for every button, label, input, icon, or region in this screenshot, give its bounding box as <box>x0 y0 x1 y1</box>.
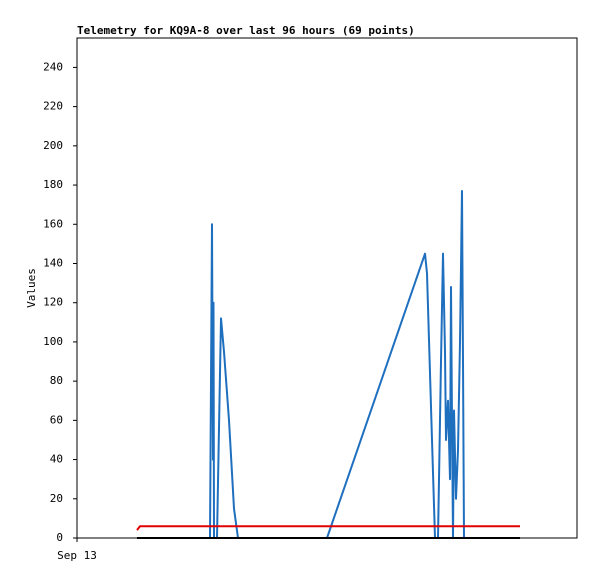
chart-title: Telemetry for KQ9A-8 over last 96 hours … <box>77 24 415 37</box>
y-tick-label: 80 <box>50 374 63 387</box>
y-tick-label: 160 <box>43 217 63 230</box>
series-line <box>136 525 520 531</box>
x-tick-label: Sep 13 <box>57 549 97 562</box>
y-tick-label: 20 <box>50 492 63 505</box>
y-tick-label: 0 <box>56 531 63 544</box>
series-line <box>209 189 465 539</box>
plot-frame <box>76 37 578 539</box>
y-tick-label: 140 <box>43 256 63 269</box>
y-tick-label: 240 <box>43 60 63 73</box>
y-tick-label: 60 <box>50 413 63 426</box>
y-tick-label: 120 <box>43 296 63 309</box>
y-tick-label: 100 <box>43 335 63 348</box>
y-tick-label: 40 <box>50 453 63 466</box>
y-tick-label: 200 <box>43 139 63 152</box>
y-tick-label: 220 <box>43 100 63 113</box>
y-tick-label: 180 <box>43 178 63 191</box>
y-axis-label: Values <box>25 268 38 308</box>
